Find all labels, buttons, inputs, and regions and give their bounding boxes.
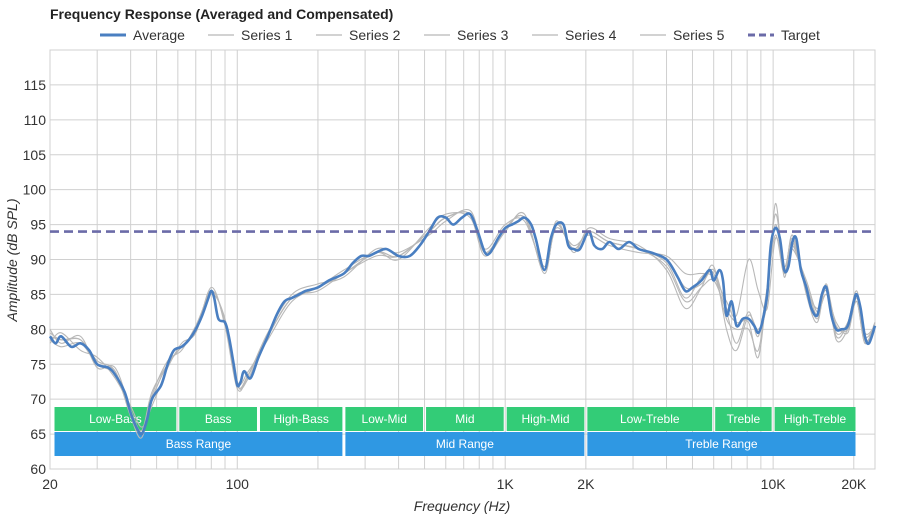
- legend-label: Average: [133, 27, 185, 43]
- average-line: [48, 212, 877, 436]
- legend-item: Average: [100, 27, 185, 43]
- legend-label: Series 5: [673, 27, 725, 43]
- x-tick-label: 20K: [841, 476, 867, 492]
- band-rect: [179, 407, 257, 431]
- band-rect: [506, 407, 585, 431]
- band-rect: [259, 407, 343, 431]
- y-tick-label: 110: [24, 112, 47, 128]
- y-tick-label: 70: [30, 391, 46, 407]
- band-label: Low-Bass: [89, 412, 142, 426]
- band-rect: [774, 407, 856, 431]
- x-tick-label: 2K: [577, 476, 595, 492]
- y-tick-label: 100: [23, 182, 47, 198]
- legend-item: Target: [748, 27, 820, 43]
- range-label: Mid Range: [436, 437, 494, 451]
- x-tick-label: 10K: [761, 476, 787, 492]
- legend-item: Series 2: [316, 27, 401, 43]
- range-rect: [345, 432, 585, 456]
- band-label: Low-Treble: [620, 412, 680, 426]
- band-label: Low-Mid: [362, 412, 407, 426]
- x-tick-label: 100: [226, 476, 250, 492]
- legend-item: Series 1: [208, 27, 293, 43]
- band-rect: [426, 407, 504, 431]
- band-rect: [54, 407, 177, 431]
- chart-title: Frequency Response (Averaged and Compens…: [50, 6, 393, 22]
- band-label: High-Mid: [522, 412, 570, 426]
- y-tick-label: 75: [30, 356, 46, 372]
- series-2-line: [49, 209, 876, 428]
- y-tick-label: 65: [30, 426, 46, 442]
- y-tick-label: 85: [30, 286, 46, 302]
- legend-item: Series 4: [532, 27, 617, 43]
- band-label: Bass: [205, 412, 232, 426]
- grid: [49, 49, 876, 470]
- y-tick-label: 105: [23, 147, 47, 163]
- x-axis-ticks: 20 100 1K 2K 10K 20K: [42, 476, 867, 492]
- x-tick-label: 1K: [497, 476, 515, 492]
- range-label: Bass Range: [166, 437, 232, 451]
- y-tick-label: 115: [24, 77, 47, 93]
- average-series-line: [48, 212, 877, 436]
- y-axis-ticks: 60 65 70 75 80 85 90 95 100 105 110 115: [23, 77, 47, 477]
- legend-label: Series 1: [241, 27, 293, 43]
- legend-item: Series 3: [424, 27, 509, 43]
- y-tick-label: 90: [30, 252, 46, 268]
- x-axis-label: Frequency (Hz): [414, 498, 510, 514]
- y-tick-label: 60: [30, 461, 46, 477]
- band-label: High-Bass: [274, 412, 329, 426]
- legend-item: Series 5: [640, 27, 725, 43]
- band-rect: [587, 407, 713, 431]
- range-rect: [587, 432, 856, 456]
- y-tick-label: 80: [30, 321, 46, 337]
- legend: Average Series 1 Series 2 Series 3 Series 4 S…: [100, 27, 820, 43]
- legend-label: Series 2: [349, 27, 401, 43]
- range-rect: [54, 432, 343, 456]
- legend-label: Target: [781, 27, 820, 43]
- band-label: Treble: [727, 412, 761, 426]
- legend-label: Series 3: [457, 27, 509, 43]
- y-tick-label: 95: [30, 217, 46, 233]
- range-label: Treble Range: [685, 437, 758, 451]
- band-label: Mid: [455, 412, 474, 426]
- band-labels: Low-Bass Bass High-Bass Low-Mid Mid High-Mid L…: [54, 407, 856, 456]
- band-rect: [715, 407, 772, 431]
- band-rect: [345, 407, 424, 431]
- y-axis-label: Amplitude (dB SPL): [4, 199, 20, 323]
- x-tick-label: 20: [42, 476, 58, 492]
- legend-label: Series 4: [565, 27, 617, 43]
- band-label: High-Treble: [784, 412, 847, 426]
